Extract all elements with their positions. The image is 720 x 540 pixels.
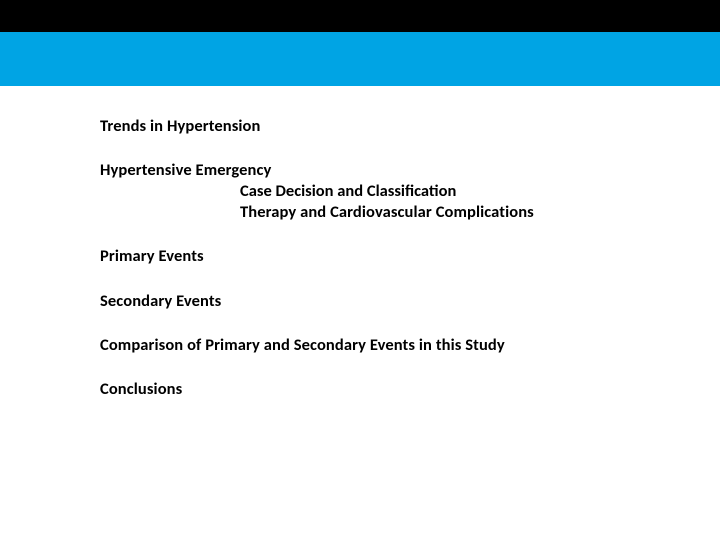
outline-item: Comparison of Primary and Secondary Even… [100,335,660,356]
outline-subitem: Case Decision and Classification [100,181,660,202]
outline-item: Trends in Hypertension [100,116,660,137]
outline-content: Trends in Hypertension Hypertensive Emer… [100,116,660,423]
outline-item: Primary Events [100,246,660,267]
outline-subitem: Therapy and Cardiovascular Complications [100,202,660,223]
outline-item: Conclusions [100,379,660,400]
header-strip [0,0,720,32]
outline-item: Secondary Events [100,291,660,312]
outline-item: Hypertensive Emergency [100,160,660,181]
